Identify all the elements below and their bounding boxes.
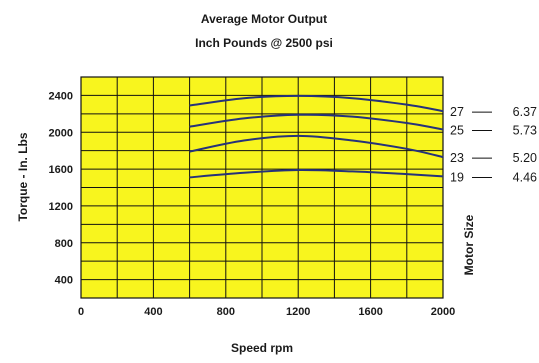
x-tick-label: 400 bbox=[144, 306, 162, 318]
motor-size-label: 27 bbox=[450, 105, 464, 119]
y-tick-label: 1600 bbox=[49, 164, 73, 176]
series-lines bbox=[189, 94, 444, 179]
series-line-size-19 bbox=[189, 168, 444, 179]
series-line-size-27 bbox=[189, 94, 444, 113]
y-tick-label: 2000 bbox=[49, 127, 73, 139]
x-tick-label: 2000 bbox=[431, 306, 455, 318]
chart-title: Average Motor Output bbox=[201, 12, 327, 26]
plot-border bbox=[80, 76, 444, 299]
chart-subtitle: Inch Pounds @ 2500 psi bbox=[195, 36, 333, 50]
displacement-label: 6.37 bbox=[513, 105, 537, 119]
y-axis-title: Torque - In. Lbs bbox=[16, 132, 30, 221]
series-line-size-23 bbox=[189, 134, 444, 159]
y-tick-label: 2400 bbox=[49, 90, 73, 102]
tick-labels: 0 400 800 1200 1600 2000 400 800 1200 1600 2000 240… bbox=[49, 90, 456, 318]
x-tick-label: 1600 bbox=[358, 306, 382, 318]
x-axis-title: Speed rpm bbox=[231, 341, 293, 355]
y-tick-label: 1200 bbox=[49, 201, 73, 213]
grid-lines bbox=[81, 77, 443, 298]
y-tick-label: 800 bbox=[55, 238, 73, 250]
displacement-label: 4.46 bbox=[513, 170, 537, 184]
motor-size-label: 19 bbox=[450, 170, 464, 184]
displacement-label: 5.73 bbox=[513, 123, 537, 137]
displacement-label: 5.20 bbox=[513, 151, 537, 165]
motor-size-label: 25 bbox=[450, 123, 464, 137]
series-labels: 27 6.37 25 5.73 23 5.20 19 4.46 bbox=[450, 105, 537, 184]
x-tick-label: 0 bbox=[78, 306, 84, 318]
motor-size-axis-title: Motor Size bbox=[462, 214, 476, 275]
x-tick-label: 800 bbox=[217, 306, 235, 318]
series-line-size-25 bbox=[189, 113, 444, 131]
motor-size-label: 23 bbox=[450, 151, 464, 165]
y-tick-label: 400 bbox=[55, 275, 73, 287]
x-tick-label: 1200 bbox=[286, 306, 310, 318]
